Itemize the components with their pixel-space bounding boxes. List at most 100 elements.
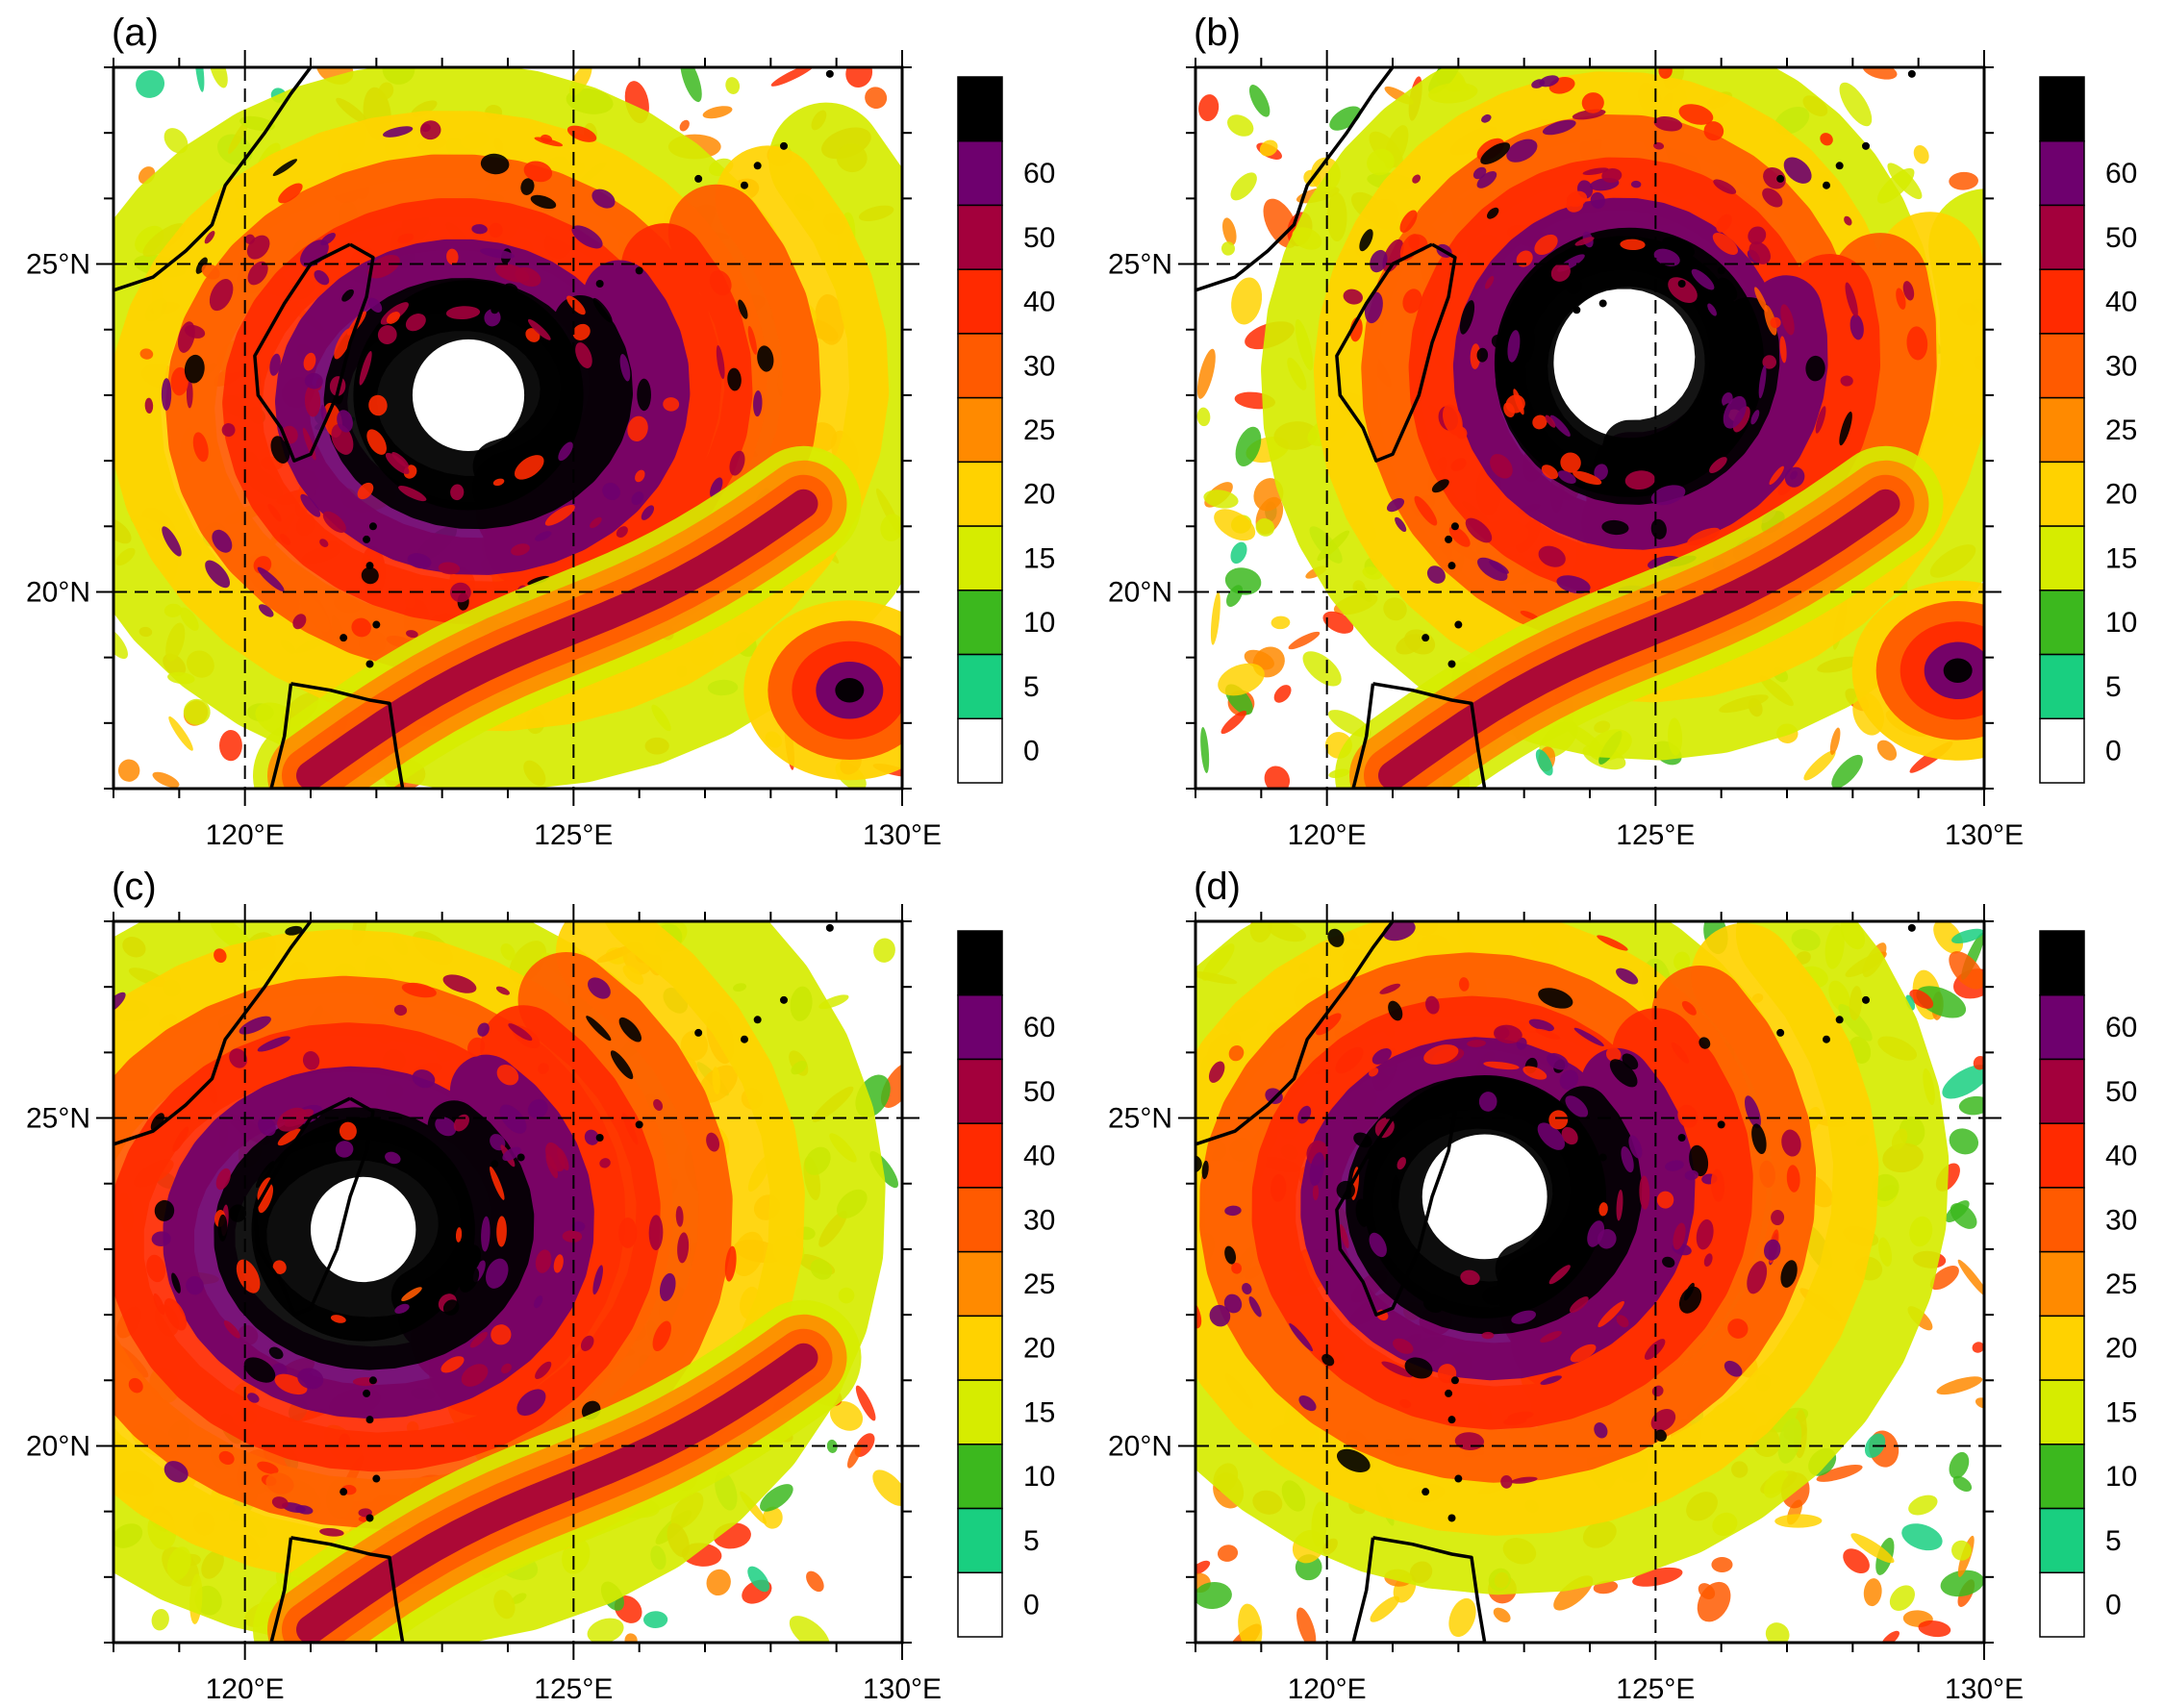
colorbar-label: 60	[2105, 158, 2137, 189]
panel-d: (d) 120°E 125°E 130°E 20°N 25°N 60 50 40 30 25 20 15…	[1082, 854, 2164, 1708]
panel-label: (b)	[1194, 12, 1241, 54]
colorbar-swatch	[957, 993, 1003, 1061]
island-marker	[1445, 1389, 1453, 1397]
colorbar-swatch	[2039, 653, 2085, 720]
luzon-outline	[1351, 682, 1487, 789]
island-marker	[825, 923, 834, 932]
island-marker	[1823, 181, 1830, 189]
island-marker	[635, 266, 643, 275]
colorbar-label: 5	[2105, 671, 2122, 703]
taiwan-outline	[1335, 242, 1457, 463]
colorbar-label: 25	[2105, 414, 2137, 446]
lat-tick-label: 25°N	[1108, 1103, 1172, 1135]
luzon-outline	[1351, 1536, 1487, 1643]
china-coastline	[113, 921, 313, 1146]
coastlines	[113, 67, 834, 789]
island-marker	[1598, 299, 1607, 308]
colorbar-label: 5	[1023, 1525, 1040, 1557]
colorbar-label: 50	[2105, 222, 2137, 254]
island-marker	[694, 174, 703, 183]
island-marker	[491, 306, 499, 314]
colorbar-label: 15	[2105, 542, 2137, 574]
colorbar-label: 60	[2105, 1012, 2137, 1043]
island-marker	[1835, 1016, 1844, 1024]
panel-c: (c) 120°E 125°E 130°E 20°N 25°N 60 50 40 30 25 20 15…	[0, 854, 1082, 1708]
colorbar-label: 20	[2105, 1333, 2137, 1365]
island-marker	[1598, 1153, 1607, 1162]
colorbar-swatch	[2039, 1571, 2085, 1638]
lon-tick-label: 125°E	[534, 1673, 613, 1705]
island-marker	[825, 69, 834, 78]
taiwan-outline	[1335, 1096, 1457, 1317]
colorbar-swatch	[2039, 1058, 2085, 1124]
reflectivity-field	[113, 67, 902, 789]
colorbar-swatch	[957, 204, 1003, 270]
island-marker	[780, 141, 788, 150]
colorbar-label: 15	[1023, 542, 1055, 574]
island-marker	[340, 634, 348, 642]
island-marker	[694, 1028, 703, 1037]
colorbar-swatch	[957, 139, 1003, 207]
colorbar-swatch	[2039, 993, 2085, 1061]
map-panel-svg: 120°E 125°E 130°E20°N25°N60504030252015105…	[26, 50, 1055, 851]
colorbar-label: 10	[1023, 607, 1055, 639]
colorbar-swatch	[957, 717, 1003, 784]
gridlines	[1195, 921, 1984, 1643]
colorbar-swatch	[2039, 1507, 2085, 1574]
gridlines	[1195, 67, 1984, 789]
lon-tick-label: 120°E	[206, 819, 285, 851]
taiwan-outline	[253, 242, 375, 463]
island-marker	[1450, 522, 1459, 531]
panel-a: (a) 120°E 125°E 130°E 20°N 25°N 60 50 40 30 25 20 15…	[0, 0, 1082, 854]
colorbar-label: 0	[1023, 1590, 1040, 1621]
colorbar-swatch	[2039, 76, 2085, 142]
panel-b: (b) 120°E 125°E 130°E 20°N 25°N 60 50 40 30 25 20 15…	[1082, 0, 2164, 854]
island-marker	[1823, 1035, 1830, 1043]
island-marker	[753, 162, 762, 170]
island-marker	[741, 181, 748, 189]
colorbar-label: 25	[1023, 414, 1055, 446]
colorbar-label: 50	[1023, 222, 1055, 254]
island-marker	[635, 1120, 643, 1129]
colorbar-swatch	[957, 590, 1003, 656]
island-marker	[340, 1488, 348, 1496]
island-marker	[1454, 1474, 1463, 1483]
coastlines	[1195, 921, 1916, 1643]
colorbar-label: 15	[1023, 1396, 1055, 1428]
colorbar-swatch	[2039, 717, 2085, 784]
reflectivity-field	[1195, 921, 1984, 1643]
island-marker	[365, 660, 374, 668]
colorbar-swatch	[2039, 333, 2085, 399]
colorbar-swatch	[2039, 139, 2085, 207]
colorbar-label: 30	[2105, 350, 2137, 382]
colorbar-label: 40	[2105, 1141, 2137, 1172]
island-marker	[1717, 266, 1725, 275]
island-marker	[363, 535, 371, 543]
colorbar-swatch	[957, 1187, 1003, 1253]
colorbar-swatch	[2039, 1315, 2085, 1381]
island-marker	[368, 1376, 377, 1385]
coastlines	[113, 921, 834, 1643]
island-marker	[516, 299, 525, 308]
colorbar-swatch	[2039, 1187, 2085, 1253]
colorbar-label: 0	[2105, 736, 2122, 767]
colorbar-swatch	[957, 1507, 1003, 1574]
lon-tick-label: 130°E	[863, 1673, 942, 1705]
colorbar-label: 10	[2105, 1461, 2137, 1493]
colorbar-label: 15	[2105, 1396, 2137, 1428]
colorbar-swatch	[957, 930, 1003, 996]
colorbar-swatch	[2039, 1379, 2085, 1445]
island-marker	[1447, 1416, 1456, 1424]
island-marker	[1862, 141, 1870, 150]
lat-tick-label: 20°N	[1108, 576, 1172, 608]
coastlines	[1195, 67, 1916, 789]
colorbar-swatch	[957, 76, 1003, 142]
island-marker	[595, 1134, 604, 1142]
island-marker	[1447, 660, 1456, 668]
island-marker	[365, 1514, 374, 1522]
island-marker	[372, 1474, 381, 1483]
island-marker	[491, 1160, 499, 1168]
lon-tick-label: 120°E	[1288, 1673, 1367, 1705]
